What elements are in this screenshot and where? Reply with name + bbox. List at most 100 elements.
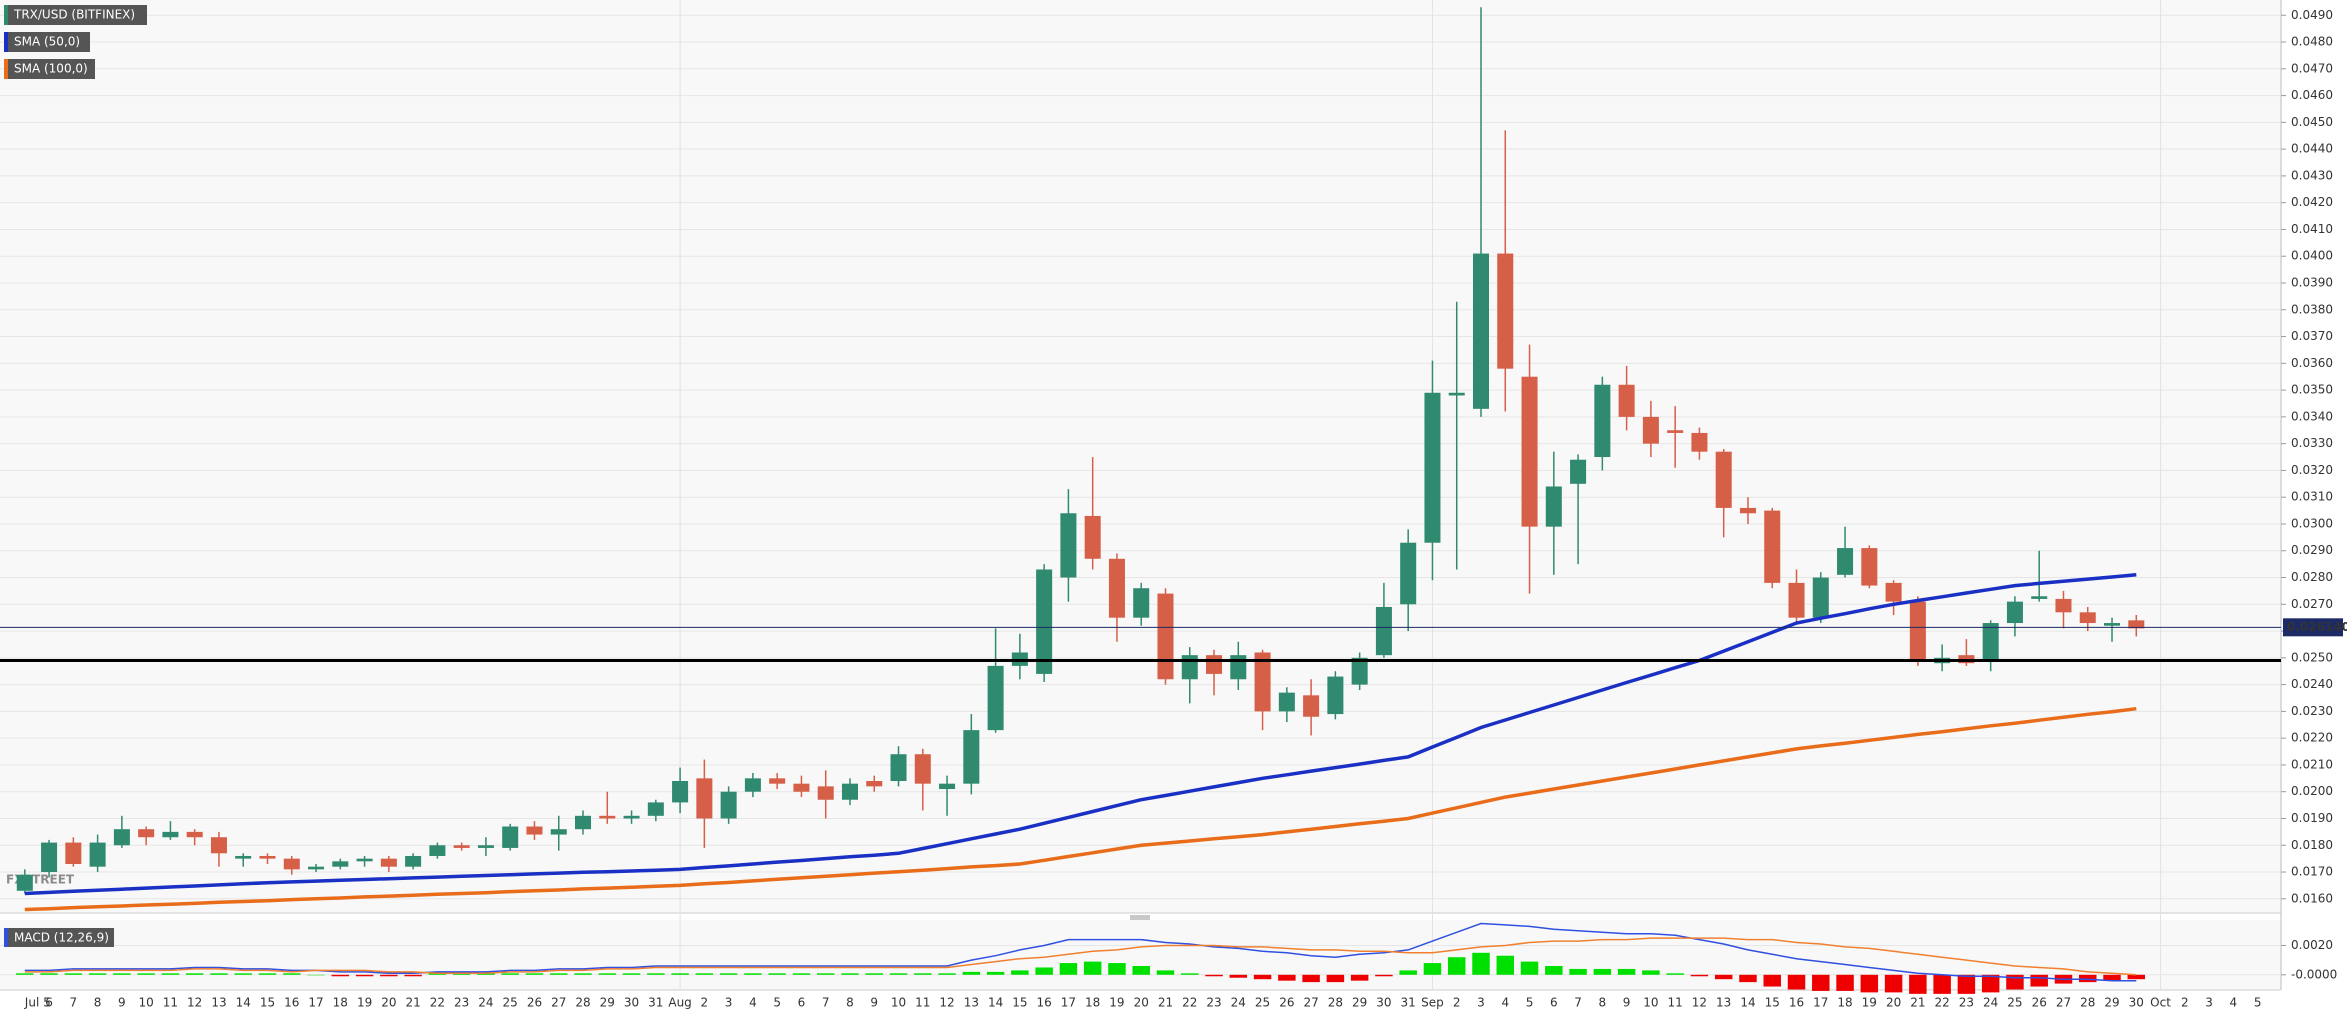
x-tick-label: 6 [1550, 996, 1558, 1010]
x-tick-label: 8 [1599, 996, 1607, 1010]
x-tick-label: 18 [1085, 996, 1100, 1010]
x-tick-label: 3 [725, 996, 733, 1010]
macd-histogram-bar [1278, 974, 1296, 981]
y-tick-label: 0.0370 [2291, 329, 2333, 343]
x-tick-label: 28 [1328, 996, 1343, 1010]
x-tick-label: 7 [70, 996, 78, 1010]
macd-histogram-bar [16, 973, 34, 975]
sma-line [24, 706, 2137, 912]
macd-line [24, 922, 2137, 982]
x-tick-label: 5 [773, 996, 781, 1010]
x-tick-label: 26 [2032, 996, 2047, 1010]
macd-histogram-bar [1326, 974, 1345, 983]
candle-body [1982, 623, 1999, 661]
candle-body [1691, 432, 1708, 452]
macd-histogram-bar [574, 973, 592, 975]
x-tick-label: 20 [1134, 996, 1149, 1010]
x-tick-label: 14 [988, 996, 1003, 1010]
x-tick-label: Aug [668, 996, 691, 1010]
macd-histogram-bar [986, 971, 1005, 975]
candle-body [380, 858, 397, 867]
macd-histogram-bar [1836, 974, 1854, 991]
macd-histogram-bar [647, 973, 665, 975]
candle-body [1278, 692, 1295, 712]
x-tick-label: 6 [798, 996, 806, 1010]
candle-body [186, 831, 203, 838]
y-tick-label: 0.0250 [2291, 650, 2333, 664]
candle-body [1375, 606, 1392, 656]
candle-body [1667, 430, 1684, 433]
macd-histogram-bar [501, 973, 519, 975]
panel-splitter[interactable] [1130, 915, 1150, 920]
x-tick-label: 10 [891, 996, 906, 1010]
x-tick-label: 28 [2080, 996, 2095, 1010]
x-tick-label: 2 [1453, 996, 1461, 1010]
x-tick-label: 17 [1813, 996, 1828, 1010]
x-tick-label: 15 [1012, 996, 1027, 1010]
x-tick-label: 10 [1643, 996, 1658, 1010]
macd-histogram-bar [550, 973, 568, 975]
macd-histogram-bar [283, 973, 301, 975]
x-tick-label: 21 [1158, 996, 1173, 1010]
x-tick-label: 19 [1109, 996, 1124, 1010]
candle-body [2104, 623, 2121, 626]
candle-body [162, 831, 179, 838]
macd-histogram-bar [1763, 974, 1781, 987]
candle-body [502, 826, 519, 848]
x-tick-label: 22 [1934, 996, 1949, 1010]
macd-histogram-bar [1253, 974, 1272, 980]
candle-body [1715, 451, 1732, 508]
candle-body [1812, 577, 1829, 618]
candle-body [1424, 392, 1441, 543]
macd-histogram-bar [64, 973, 83, 975]
x-tick-label: 10 [139, 996, 154, 1010]
macd-histogram-bar [525, 973, 544, 975]
x-tick-label: 31 [1401, 996, 1416, 1010]
x-tick-label: 8 [846, 996, 854, 1010]
macd-histogram-bar [1909, 974, 1927, 994]
x-tick-label: 21 [1910, 996, 1925, 1010]
y-tick-label: 0.0200 [2291, 784, 2333, 798]
y-tick-label: 0.0310 [2291, 490, 2333, 504]
candle-body [2128, 620, 2145, 629]
macd-histogram-bar [137, 973, 155, 975]
macd-histogram-bar [1714, 974, 1733, 980]
x-tick-label: 27 [2056, 996, 2071, 1010]
x-tick-label: 31 [648, 996, 663, 1010]
legend-swatch [4, 5, 8, 25]
candle-body [1084, 515, 1101, 559]
candle-body [138, 829, 155, 838]
x-tick-label: 28 [575, 996, 590, 1010]
x-tick-label: 19 [1862, 996, 1877, 1010]
macd-histogram-bar [598, 973, 617, 975]
x-tick-label: 11 [1668, 996, 1683, 1010]
macd-histogram-bar [938, 973, 956, 975]
macd-histogram-bar [307, 974, 325, 976]
macd-histogram-bar [865, 973, 883, 975]
macd-histogram-bar [1205, 974, 1223, 977]
candle-body [1594, 384, 1611, 458]
x-tick-label: 3 [1477, 996, 1485, 1010]
macd-histogram-bar [2127, 974, 2146, 980]
x-tick-label: 24 [1231, 996, 1246, 1010]
x-tick-label: 22 [430, 996, 445, 1010]
macd-histogram-bar [1642, 970, 1660, 975]
candle-body [1206, 655, 1223, 674]
x-tick-label: 29 [1352, 996, 1367, 1010]
last-price-label: 0.026140 [2287, 620, 2347, 634]
macd-line [24, 937, 2137, 976]
x-tick-label: 29 [2104, 996, 2119, 1010]
x-tick-label: 12 [187, 996, 202, 1010]
candle-body [2079, 612, 2096, 624]
macd-histogram-bar [1350, 974, 1369, 981]
x-tick-label: 21 [405, 996, 420, 1010]
x-tick-label: 16 [1036, 996, 1051, 1010]
candle-body [2006, 601, 2023, 624]
x-tick-label: Sep [1421, 996, 1444, 1010]
x-tick-label: 23 [1206, 996, 1221, 1010]
macd-histogram-bar [331, 974, 350, 977]
macd-histogram-bar [1059, 963, 1078, 975]
x-tick-label: 22 [1182, 996, 1197, 1010]
macd-histogram-bar [2103, 974, 2121, 981]
